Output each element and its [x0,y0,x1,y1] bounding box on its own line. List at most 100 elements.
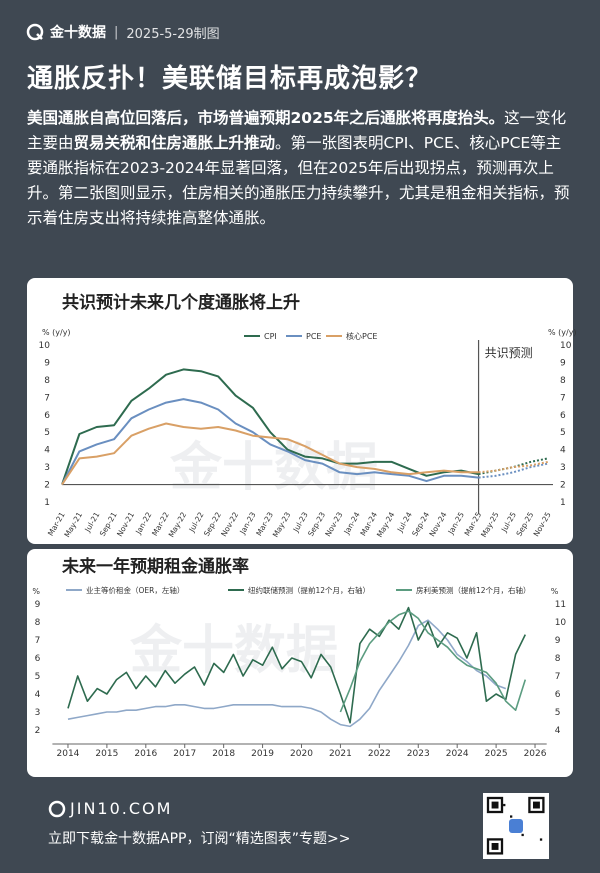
y2-tick-label: 6 [555,690,561,700]
body-segment: 美国通胀自高位回落后，市场普遍预期2025年之后通胀将再度抬头。 [27,109,505,127]
y-tick-label: 3 [44,463,50,473]
x-tick-label: 2019 [251,749,274,759]
y-tick-label-right: 1 [560,498,566,508]
y-tick-label: 7 [35,636,41,646]
y-tick-label-right: 4 [560,446,566,456]
qr-cell [503,803,506,807]
series-line [339,610,527,713]
y2-tick-label: 10 [555,618,567,628]
legend-label: 房利美预测（提前12个月，右轴） [416,585,531,595]
x-tick-label: 2025 [485,749,508,759]
legend-label: PCE [306,332,321,341]
brand: 金十数据 [50,25,106,41]
y-axis-label-right: % [551,587,559,596]
y-axis-label: % (y/y) [42,328,71,337]
body-segment: 这一变化主要由 [27,109,567,152]
legend-label: 业主等价租金（OER，左轴） [86,585,184,595]
series-line [61,368,479,485]
y-tick-label: 8 [44,376,50,386]
y-tick-label: 8 [35,618,41,628]
y-axis-label: % [32,587,40,596]
legend-label: 核心PCE [346,331,377,341]
y-tick-label: 4 [44,446,50,456]
qr-logo [509,819,523,833]
x-tick-label: 2016 [134,749,157,759]
series-line [61,422,479,486]
legend-label: CPI [264,332,277,341]
body-text: 美国通胀自高位回落后，市场普遍预期2025年之后通胀将再度抬头。这一变化主要由贸… [27,106,575,231]
y-tick-label: 10 [39,341,51,351]
y-tick-label: 9 [44,358,50,368]
y-tick-label: 6 [44,411,50,421]
qr-finder [486,838,504,855]
qr-pattern [486,796,545,855]
y-tick-label-right: 3 [560,463,566,473]
x-tick-label: 2022 [368,749,391,759]
qr-finder [491,843,499,850]
chart-card [27,549,573,777]
x-tick-label: 2017 [173,749,196,759]
y2-tick-label: 5 [555,708,561,718]
watermark: 金十数据 [129,621,338,681]
series-line [67,606,527,724]
qr-finder [491,801,499,809]
x-tick-label: 2014 [57,749,80,759]
y-axis-label-right: % (y/y) [548,328,577,337]
qr-cell [510,815,513,818]
series-line [61,398,479,486]
y-tick-label: 2 [35,726,41,736]
y-tick-label: 3 [35,708,41,718]
x-tick-label: 2026 [524,749,547,759]
series-line [67,619,507,728]
y-tick-label: 1 [44,498,50,508]
y-tick-label: 2 [44,481,50,491]
y-tick-label-right: 6 [560,411,566,421]
y2-tick-label: 7 [555,672,561,682]
y-tick-label: 4 [35,690,41,700]
y-tick-label-right: 10 [560,341,572,351]
y-tick-label-right: 2 [560,481,566,491]
footer-site: JIN10.COM [70,799,173,818]
qr-cell [539,838,543,841]
body-segment: 。第一张图表明CPI、PCE、核心PCE等主要通胀指标在2023-2024年显著… [27,134,570,227]
body-segment: 贸易关税和住房通胀上升推动 [73,134,276,152]
y-tick-label-right: 9 [560,358,566,368]
y-tick-label: 5 [35,672,41,682]
footer-logo [48,800,66,818]
y2-tick-label: 4 [555,726,561,736]
date: 2025-5-29制图 [126,26,220,42]
qr-finder [528,796,545,814]
x-tick-label: 2018 [212,749,235,759]
x-tick-label: 2015 [95,749,118,759]
x-tick-label: 2020 [290,749,313,759]
page-title: 通胀反扑！美联储目标再成泡影？ [27,64,433,94]
y2-tick-label: 8 [555,654,561,664]
y-tick-label-right: 5 [560,428,566,438]
qr-cell [521,833,524,837]
separator: | [114,24,119,40]
y-tick-label: 5 [44,428,50,438]
header: 金十数据 | 2025-5-29制图 [26,22,220,42]
x-tick-label: 2023 [407,749,430,759]
chart-card [27,278,573,544]
chart-title: 共识预计未来几个度通胀将上升 [62,292,300,313]
y-tick-label-right: 8 [560,376,566,386]
y-tick-label-right: 7 [560,393,566,403]
watermark: 金十数据 [169,438,378,498]
logo-icon [26,23,44,41]
chart-title: 未来一年预期租金通胀率 [61,556,249,577]
y-tick-label: 9 [35,600,41,610]
footer-cta: 立即下载金十数据APP，订阅“精选图表”专题>> [48,831,351,847]
x-tick-label: 2021 [329,749,352,759]
qr-finder [486,796,504,814]
qr-finder [533,801,540,809]
y2-tick-label: 9 [555,636,561,646]
y-tick-label: 7 [44,393,50,403]
legend-label: 纽约联储预测（提前12个月，右轴） [248,585,370,595]
y2-tick-label: 11 [555,600,566,610]
x-tick-label: 2024 [446,749,469,759]
y-tick-label: 6 [35,654,41,664]
forecast-annotation: 共识预测 [485,346,533,360]
